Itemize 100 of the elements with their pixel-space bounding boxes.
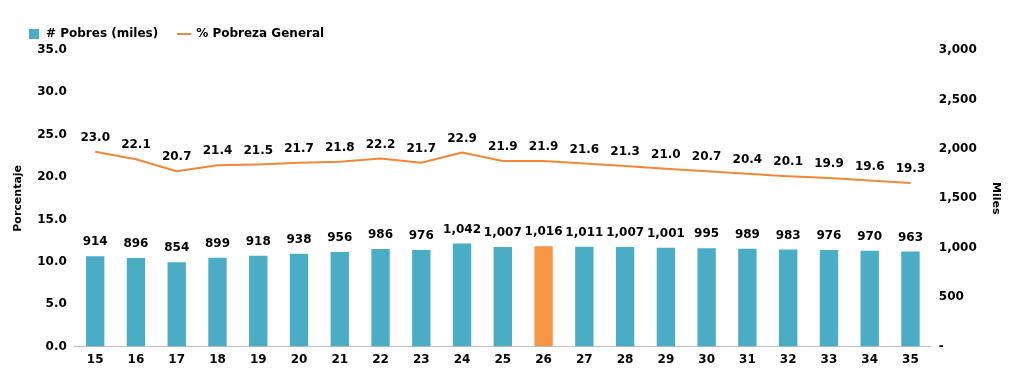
data-label: 22.2: [365, 136, 396, 151]
data-label: 19.6: [854, 158, 885, 173]
bar: [615, 247, 635, 347]
data-label: 983: [775, 227, 801, 242]
x-tick-label: 31: [739, 351, 756, 366]
bar: [738, 248, 757, 347]
x-tick-label: 26: [535, 351, 552, 366]
data-label: 20.1: [773, 154, 803, 169]
x-tick-label: 17: [168, 351, 186, 366]
bar: [493, 247, 512, 347]
bar: [534, 246, 553, 347]
data-label: 21.4: [202, 143, 233, 158]
data-label: 970: [857, 228, 883, 243]
data-label: 21.6: [569, 141, 600, 156]
data-label: 20.7: [161, 149, 192, 164]
y2-axis-title: Miles: [989, 182, 1003, 215]
data-label: 1,007: [606, 225, 645, 240]
x-tick-label: 35: [902, 351, 919, 366]
x-tick-label: 23: [412, 351, 430, 366]
y2-tick-label: 2,000: [938, 140, 977, 155]
data-label: 956: [327, 230, 353, 245]
y-tick-label: 30.0: [37, 84, 67, 99]
y-tick-label: 15.0: [37, 211, 67, 226]
bar: [860, 250, 879, 347]
data-label: 21.9: [488, 139, 518, 154]
data-label: 21.0: [651, 146, 681, 161]
x-tick-label: 19: [249, 351, 267, 366]
bar: [575, 246, 594, 347]
data-label: 976: [816, 228, 842, 243]
bar: [901, 251, 920, 347]
x-tick-label: 33: [820, 351, 838, 366]
bar: [452, 243, 472, 347]
bar: [330, 252, 349, 347]
data-label: 20.4: [732, 151, 763, 166]
data-label: 963: [897, 229, 923, 244]
x-tick-label: 22: [372, 351, 389, 366]
bar: [249, 255, 268, 347]
legend-label: # Pobres (miles): [46, 26, 159, 41]
y-axis-title: Porcentaje: [11, 164, 25, 232]
y2-tick-label: -: [938, 338, 944, 353]
data-label: 19.9: [814, 156, 844, 171]
x-tick-label: 15: [86, 351, 104, 366]
data-label: 22.9: [447, 130, 477, 145]
y-tick-label: 10.0: [37, 253, 67, 268]
data-label: 21.5: [243, 142, 274, 157]
x-tick-label: 32: [779, 351, 797, 366]
x-tick-label: 16: [127, 351, 145, 366]
x-tick-label: 27: [576, 351, 593, 366]
y-tick-label: 35.0: [37, 42, 67, 57]
data-label: 914: [82, 234, 108, 249]
data-label: 21.8: [324, 139, 355, 154]
data-label: 1,001: [646, 225, 685, 240]
y2-tick-label: 2,500: [938, 91, 977, 106]
y-tick-label: 25.0: [37, 126, 67, 141]
legend-label: % Pobreza General: [196, 26, 325, 41]
data-label: 21.7: [284, 140, 314, 155]
bar: [656, 247, 676, 347]
data-label: 21.9: [528, 139, 559, 154]
x-tick-label: 21: [331, 351, 349, 366]
x-tick-label: 29: [657, 351, 675, 366]
data-label: 23.0: [80, 129, 110, 144]
y2-tick-label: 500: [938, 289, 964, 304]
bar: [819, 250, 839, 347]
data-label: 21.7: [406, 140, 437, 155]
x-tick-label: 34: [861, 351, 879, 366]
data-label: 21.3: [610, 144, 640, 159]
data-label: 1,011: [565, 224, 604, 239]
y-tick-label: 5.0: [45, 296, 67, 311]
bar: [412, 250, 431, 347]
bar: [779, 249, 798, 347]
bar: [371, 249, 390, 347]
x-tick-label: 30: [698, 351, 715, 366]
data-label: 918: [245, 233, 271, 248]
data-label: 20.7: [691, 149, 722, 164]
y-tick-label: 0.0: [45, 338, 67, 353]
bar: [86, 256, 105, 347]
x-tick-label: 24: [453, 351, 471, 366]
data-label: 19.3: [895, 161, 926, 176]
y2-tick-label: 1,500: [938, 190, 977, 205]
bar: [289, 253, 309, 347]
data-label: 854: [164, 240, 190, 255]
x-tick-label: 20: [290, 351, 308, 366]
bar: [208, 257, 227, 347]
x-tick-label: 18: [209, 351, 226, 366]
y2-tick-label: 3,000: [938, 42, 977, 57]
bar: [697, 248, 716, 347]
data-label: 938: [286, 231, 312, 246]
x-tick-label: 28: [616, 351, 634, 366]
data-label: 1,016: [524, 224, 563, 239]
bar: [167, 262, 186, 347]
data-label: 986: [368, 227, 394, 242]
x-tick-label: 25: [494, 351, 512, 366]
data-label: 1,042: [443, 221, 482, 236]
data-label: 976: [408, 228, 434, 243]
data-label: 22.1: [121, 137, 151, 152]
bar: [126, 258, 146, 347]
y-tick-label: 20.0: [37, 169, 67, 184]
y2-tick-label: 1,000: [938, 239, 977, 254]
data-label: 989: [734, 226, 760, 241]
data-label: 995: [694, 226, 720, 241]
